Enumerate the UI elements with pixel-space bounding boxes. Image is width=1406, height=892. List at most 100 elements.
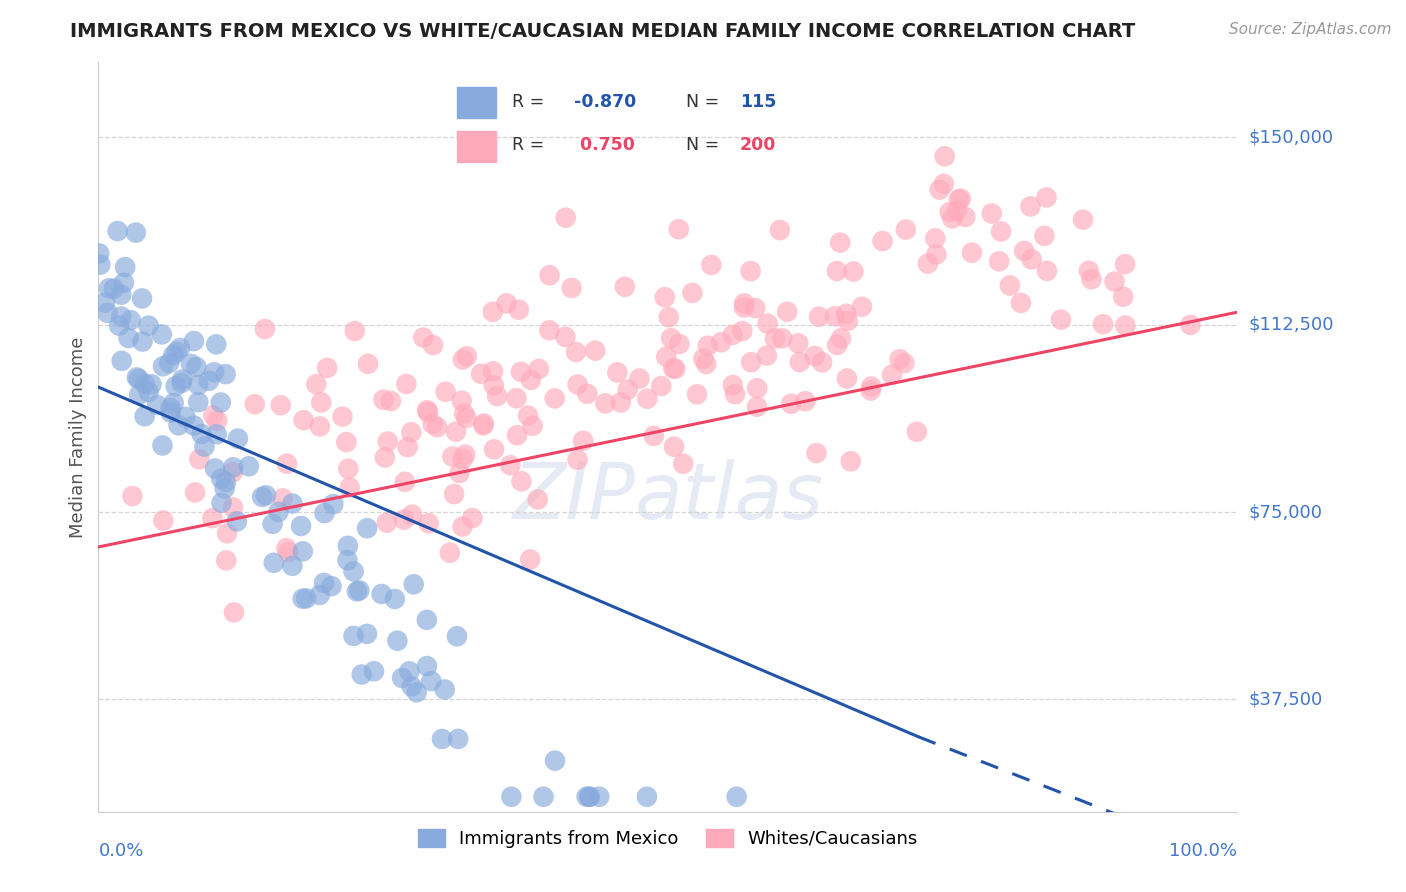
Point (336, 539, 359, 553)
Point (205, 427, 228, 442)
Text: 0.0%: 0.0% (98, 842, 143, 860)
Point (472, 418, 495, 433)
Point (724, 387, 747, 401)
Point (880, 368, 903, 382)
Point (456, 349, 478, 363)
Point (321, 579, 343, 593)
Point (733, 296, 755, 310)
Point (188, 452, 211, 467)
Point (499, 458, 522, 472)
Point (837, 314, 859, 328)
Point (1050, 312, 1073, 326)
Point (205, 337, 228, 351)
Point (1114, 257, 1136, 271)
Point (159, 405, 181, 419)
Point (166, 344, 188, 359)
Point (755, 349, 778, 363)
Point (830, 331, 852, 345)
Text: $75,000: $75,000 (1249, 503, 1323, 521)
Point (934, 149, 956, 163)
Text: IMMIGRANTS FROM MEXICO VS WHITE/CAUCASIAN MEDIAN FAMILY INCOME CORRELATION CHART: IMMIGRANTS FROM MEXICO VS WHITE/CAUCASIA… (70, 22, 1136, 41)
Point (1112, 290, 1135, 304)
Point (215, 553, 238, 567)
Point (700, 258, 723, 272)
Point (441, 450, 464, 464)
Point (825, 264, 848, 278)
Point (776, 304, 799, 318)
Point (349, 583, 371, 598)
Point (928, 183, 950, 197)
Point (267, 505, 290, 519)
Point (859, 384, 882, 398)
Point (769, 223, 792, 237)
Point (312, 575, 335, 590)
Point (510, 475, 533, 489)
Point (668, 222, 690, 236)
Point (517, 409, 540, 423)
Point (254, 488, 277, 502)
Point (554, 330, 576, 344)
Point (905, 425, 928, 439)
Point (1019, 199, 1042, 213)
Point (363, 665, 385, 679)
Point (384, 591, 406, 606)
Point (710, 335, 733, 350)
Point (112, 276, 135, 290)
Point (243, 397, 266, 411)
Point (193, 440, 215, 454)
Point (209, 395, 232, 409)
Point (756, 317, 779, 331)
Point (501, 789, 523, 804)
Point (519, 552, 541, 566)
Point (482, 378, 505, 392)
Point (482, 364, 505, 378)
Point (89, 258, 111, 272)
Text: $37,500: $37,500 (1249, 690, 1323, 708)
Point (180, 357, 202, 371)
Point (167, 418, 190, 433)
Point (222, 460, 245, 475)
Point (595, 396, 617, 410)
Point (356, 521, 378, 535)
Point (576, 387, 599, 401)
Point (482, 442, 505, 457)
Point (955, 210, 977, 224)
Point (740, 264, 762, 278)
Point (316, 360, 339, 375)
Point (1035, 190, 1057, 204)
Point (395, 376, 418, 391)
Point (152, 359, 174, 374)
Point (636, 789, 658, 804)
Point (579, 789, 602, 804)
Point (787, 336, 810, 351)
Point (520, 373, 543, 387)
Point (110, 310, 132, 324)
Point (872, 234, 894, 248)
Point (336, 553, 359, 567)
Point (449, 466, 471, 480)
Point (422, 338, 444, 352)
Point (789, 355, 811, 369)
Point (628, 371, 651, 385)
Point (183, 334, 205, 348)
Point (695, 357, 717, 371)
Point (662, 361, 685, 376)
Point (131, 292, 153, 306)
Point (617, 383, 640, 397)
Point (201, 511, 224, 525)
Point (125, 370, 148, 384)
Point (731, 324, 754, 338)
Point (780, 397, 803, 411)
Point (420, 674, 443, 689)
Point (692, 351, 714, 366)
Point (745, 400, 768, 414)
Point (401, 508, 423, 522)
Point (215, 475, 238, 489)
Point (214, 482, 236, 496)
Point (988, 254, 1011, 268)
Point (186, 359, 208, 374)
Point (396, 440, 419, 454)
Point (401, 425, 423, 440)
Point (141, 377, 163, 392)
Point (250, 490, 273, 504)
